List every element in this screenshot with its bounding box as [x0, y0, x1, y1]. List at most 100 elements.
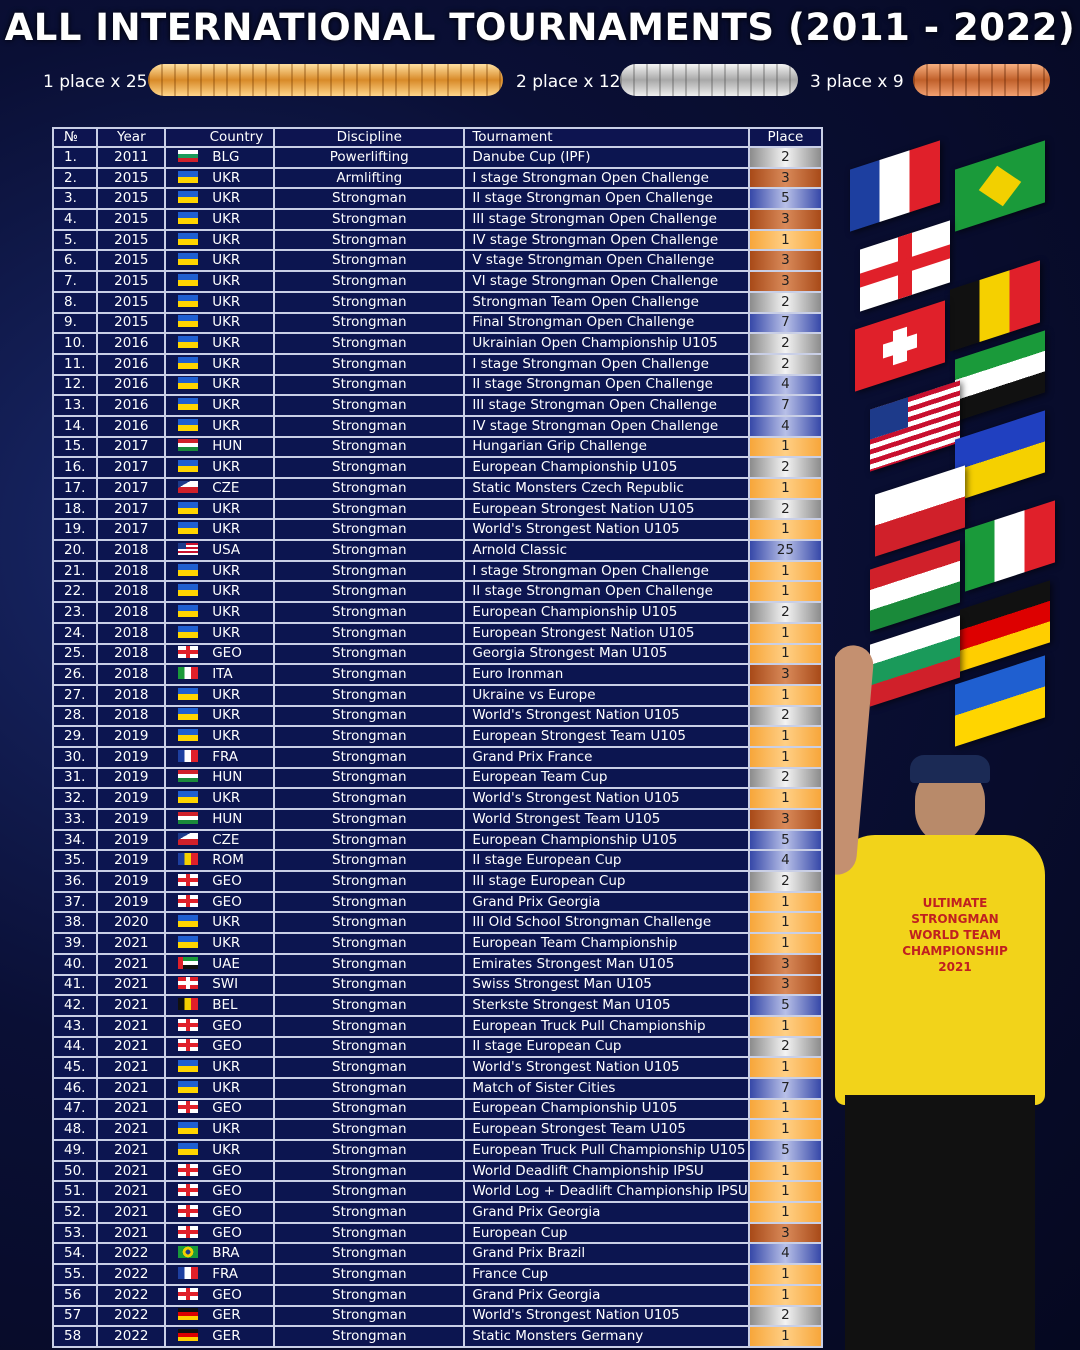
row-discipline: Armlifting: [273, 166, 466, 190]
row-country: GEO: [164, 1159, 276, 1183]
row-place: 1: [747, 1118, 824, 1141]
row-place: 1: [747, 1283, 824, 1307]
row-country: HUN: [164, 766, 276, 790]
row-number: 56: [51, 1283, 99, 1307]
row-country: UKR: [164, 932, 276, 955]
row-discipline: Strongman: [273, 456, 466, 479]
table-row: 45. 2021 UKR Strongman World's Strongest Nat…: [51, 1056, 824, 1079]
row-country: GEO: [164, 1201, 276, 1224]
row-discipline: Strongman: [273, 849, 466, 873]
row-country: UKR: [164, 580, 276, 604]
uae-flag-icon: [178, 956, 199, 969]
hun-flag-icon: [178, 439, 199, 452]
country-code: HUN: [212, 438, 243, 455]
table-row: 36. 2019 GEO Strongman III stage European Cu…: [51, 870, 824, 893]
row-tournament: Match of Sister Cities: [463, 1076, 750, 1100]
brazil-flag-icon: [955, 140, 1045, 232]
row-number: 28.: [51, 704, 99, 728]
row-number: 48.: [51, 1118, 99, 1141]
row-country: SWI: [164, 973, 276, 997]
shirt-print: ULTIMATE STRONGMAN WORLD TEAM CHAMPIONSHIP 2…: [895, 895, 1015, 975]
ukr-flag-icon: [178, 273, 199, 286]
row-year: 2015: [96, 311, 167, 335]
row-tournament: Grand Prix Georgia: [463, 1283, 750, 1307]
row-discipline: Strongman: [273, 1159, 466, 1183]
row-country: UKR: [164, 601, 276, 624]
row-country: UKR: [164, 394, 276, 417]
geo-flag-icon: [178, 1101, 199, 1114]
row-year: 2015: [96, 270, 167, 293]
row-discipline: Strongman: [273, 911, 466, 935]
row-discipline: Strongman: [273, 932, 466, 955]
row-place: 1: [747, 932, 824, 955]
row-discipline: Strongman: [273, 290, 466, 314]
table-row: 55. 2022 FRA Strongman France Cup 1: [51, 1263, 824, 1286]
row-place: 1: [747, 477, 824, 500]
row-discipline: Strongman: [273, 642, 466, 666]
table-row: 8. 2015 UKR Strongman Strongman Team Open Ch…: [51, 290, 824, 314]
country-code: UAE: [212, 955, 240, 972]
ukr-flag-icon: [178, 211, 199, 224]
country-code: UKR: [212, 335, 241, 352]
ukr-flag-icon: [178, 522, 199, 535]
header-discipline: Discipline: [273, 127, 466, 148]
row-number: 52.: [51, 1201, 99, 1224]
geo-flag-icon: [178, 1184, 199, 1197]
row-year: 2022: [96, 1325, 167, 1348]
shirt-text: STRONGMAN: [911, 912, 999, 926]
table-row: 25. 2018 GEO Strongman Georgia Strongest Man…: [51, 642, 824, 666]
row-discipline: Strongman: [273, 601, 466, 624]
row-number: 42.: [51, 994, 99, 1017]
country-code: UKR: [212, 231, 241, 248]
country-code: UKR: [212, 417, 241, 434]
row-tournament: European Team Cup: [463, 766, 750, 790]
country-code: SWI: [212, 976, 239, 993]
country-code: UKR: [212, 624, 241, 641]
row-country: GEO: [164, 1035, 276, 1059]
row-discipline: Strongman: [273, 435, 466, 459]
country-code: UKR: [212, 169, 241, 186]
row-place: 2: [747, 1035, 824, 1059]
row-tournament: European Championship U105: [463, 828, 750, 852]
row-tournament: European Strongest Nation U105: [463, 621, 750, 645]
row-place: 1: [747, 911, 824, 935]
table-row: 14. 2016 UKR Strongman IV stage Strongman Op…: [51, 414, 824, 438]
row-place: 2: [747, 146, 824, 169]
row-year: 2021: [96, 1014, 167, 1038]
row-country: BRA: [164, 1242, 276, 1266]
row-tournament: Ukrainian Open Championship U105: [463, 332, 750, 355]
table-row: 15. 2017 HUN Strongman Hungarian Grip Challe…: [51, 435, 824, 459]
country-code: UKR: [212, 190, 241, 207]
row-place: 1: [747, 642, 824, 666]
table-row: 52. 2021 GEO Strongman Grand Prix Georgia 1: [51, 1201, 824, 1224]
row-year: 2015: [96, 208, 167, 231]
row-year: 2018: [96, 642, 167, 666]
table-row: 34. 2019 CZE Strongman European Championship…: [51, 828, 824, 852]
ukr-flag-icon: [178, 460, 199, 473]
country-code: UKR: [212, 521, 241, 538]
row-place: 1: [747, 621, 824, 645]
row-tournament: European Team Championship: [463, 932, 750, 955]
cze-flag-icon: [178, 832, 199, 845]
ukr-flag-icon: [178, 935, 199, 948]
flags-and-athlete-illustration: ULTIMATE STRONGMAN WORLD TEAM CHAMPIONSHIP 2…: [835, 125, 1080, 1350]
row-place: 7: [747, 394, 824, 417]
gold-medal-stack-icon: [148, 64, 503, 96]
row-year: 2021: [96, 1159, 167, 1183]
row-year: 2018: [96, 704, 167, 728]
tournaments-table: № Year Country Discipline Tournament Pla…: [51, 127, 824, 1348]
table-row: 23. 2018 UKR Strongman European Championship…: [51, 601, 824, 624]
row-year: 2019: [96, 808, 167, 831]
georgia-flag-icon: [860, 220, 950, 312]
row-number: 45.: [51, 1056, 99, 1079]
table-row: 31. 2019 HUN Strongman European Team Cup 2: [51, 766, 824, 790]
row-tournament: European Truck Pull Championship U105: [463, 1139, 750, 1162]
country-code: CZE: [212, 479, 240, 496]
row-country: UKR: [164, 311, 276, 335]
table-row: 35. 2019 ROM Strongman II stage European Cup…: [51, 849, 824, 873]
country-code: GEO: [212, 1183, 242, 1200]
row-number: 27.: [51, 683, 99, 707]
ukr-flag-icon: [178, 1080, 199, 1093]
row-country: HUN: [164, 435, 276, 459]
row-year: 2017: [96, 435, 167, 459]
